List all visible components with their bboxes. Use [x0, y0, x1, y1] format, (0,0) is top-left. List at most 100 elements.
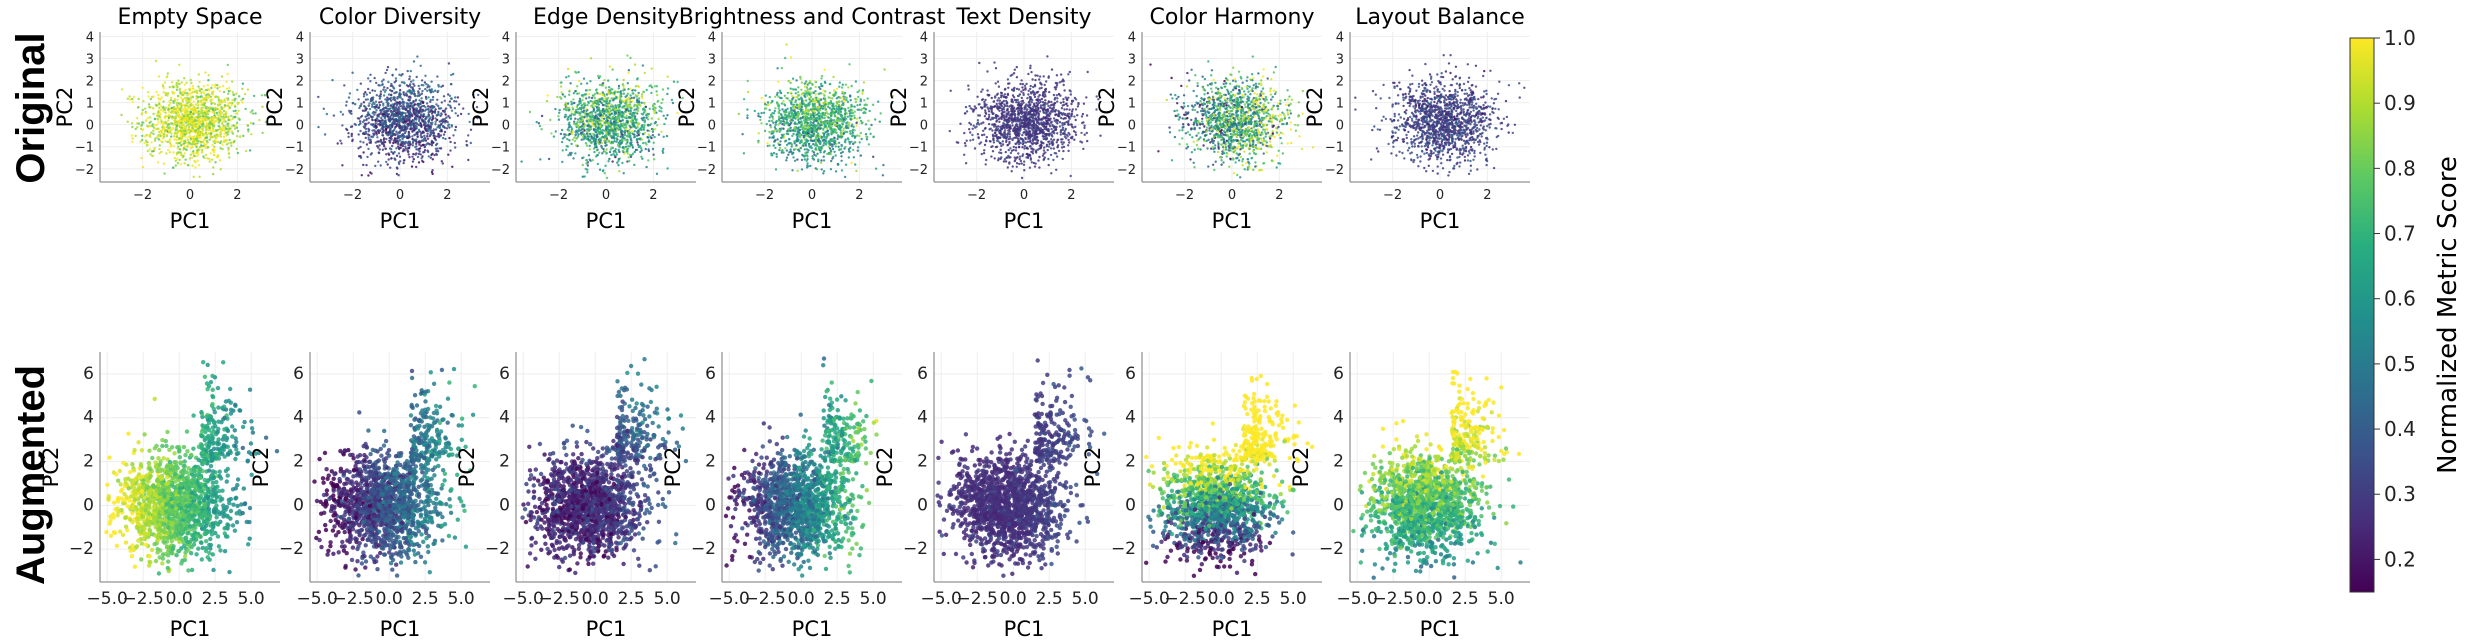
scatter-point	[412, 119, 416, 123]
scatter-point	[586, 124, 589, 128]
scatter-point	[611, 68, 614, 71]
x-tick-label: 2	[233, 188, 241, 203]
scatter-point	[623, 130, 627, 133]
scatter-point	[178, 148, 182, 151]
scatter-point	[438, 126, 441, 130]
scatter-point	[398, 102, 401, 105]
scatter-point	[424, 139, 427, 142]
scatter-point	[176, 162, 180, 165]
scatter-point	[451, 165, 454, 168]
scatter-point	[424, 95, 428, 99]
scatter-point	[596, 92, 599, 95]
scatter-point	[440, 101, 443, 104]
scatter-point	[558, 108, 561, 112]
scatter-point	[393, 91, 396, 95]
scatter-point	[197, 129, 200, 132]
scatter-point	[757, 112, 760, 115]
scatter-point	[420, 92, 423, 95]
scatter-point	[642, 111, 646, 114]
scatter-point	[219, 141, 222, 145]
scatter-point	[345, 104, 348, 107]
scatter-point	[418, 140, 421, 143]
scatter-point	[633, 124, 636, 127]
y-tick-label: 2	[86, 75, 94, 90]
scatter-point	[367, 121, 370, 125]
scatter-point	[635, 148, 639, 152]
scatter-point	[774, 146, 777, 150]
scatter-point	[196, 159, 199, 162]
scatter-point	[230, 114, 233, 118]
scatter-point	[392, 152, 395, 155]
scatter-point	[614, 108, 617, 111]
scatter-point	[192, 154, 196, 158]
scatter-point	[192, 140, 195, 143]
scatter-point	[374, 122, 377, 125]
scatter-point	[211, 111, 214, 114]
scatter-point	[162, 100, 165, 103]
scatter-point	[169, 102, 172, 105]
scatter-point	[618, 150, 621, 154]
scatter-point	[172, 151, 175, 154]
scatter-point	[575, 124, 578, 128]
scatter-point	[235, 147, 238, 151]
scatter-point	[591, 94, 595, 97]
scatter-point	[258, 118, 261, 122]
scatter-point	[400, 141, 404, 144]
scatter-point	[231, 80, 234, 83]
scatter-point	[188, 117, 191, 120]
scatter-point	[580, 94, 584, 97]
scatter-point	[879, 112, 882, 115]
scatter-point	[208, 126, 211, 129]
scatter-point	[431, 114, 434, 118]
scatter-point	[617, 164, 620, 167]
scatter-point	[378, 148, 381, 151]
scatter-point	[610, 103, 613, 107]
scatter-point	[571, 132, 574, 136]
scatter-point	[450, 109, 454, 112]
scatter-point	[662, 114, 665, 118]
scatter-point	[371, 103, 374, 106]
scatter-point	[578, 99, 582, 102]
scatter-point	[604, 86, 608, 89]
scatter-point	[394, 133, 397, 137]
scatter-point	[378, 101, 381, 104]
scatter-point	[153, 148, 156, 152]
scatter-point	[607, 79, 610, 82]
scatter-point	[236, 112, 239, 115]
scatter-point	[588, 96, 591, 99]
scatter-point	[416, 109, 419, 112]
scatter-point	[385, 68, 389, 72]
scatter-point	[399, 143, 402, 147]
y-tick-label: 4	[86, 30, 94, 45]
scatter-point	[226, 122, 229, 126]
scatter-point	[844, 163, 848, 166]
scatter-point	[204, 71, 207, 74]
scatter-point	[421, 89, 424, 93]
scatter-point	[566, 145, 569, 148]
scatter-point	[863, 99, 866, 102]
scatter-point	[626, 82, 629, 85]
scatter-point	[429, 127, 432, 130]
scatter-point	[218, 85, 221, 89]
scatter-point	[618, 109, 621, 112]
scatter-point	[168, 126, 171, 129]
scatter-point	[217, 111, 221, 114]
scatter-point	[624, 139, 627, 142]
scatter-point	[172, 166, 175, 169]
y-tick-label: 0	[502, 119, 510, 134]
scatter-point	[130, 122, 134, 125]
scatter-point	[212, 172, 215, 176]
scatter-point	[426, 149, 429, 152]
scatter-point	[584, 107, 587, 110]
scatter-point	[770, 119, 773, 123]
scatter-point	[225, 80, 228, 84]
scatter-point	[454, 112, 457, 115]
scatter-point	[631, 132, 634, 135]
scatter-point	[575, 137, 578, 140]
scatter-point	[558, 96, 562, 99]
scatter-point	[765, 122, 768, 126]
scatter-point	[211, 117, 215, 120]
scatter-point	[395, 123, 398, 127]
scatter-point	[192, 130, 195, 133]
scatter-point	[440, 112, 443, 115]
